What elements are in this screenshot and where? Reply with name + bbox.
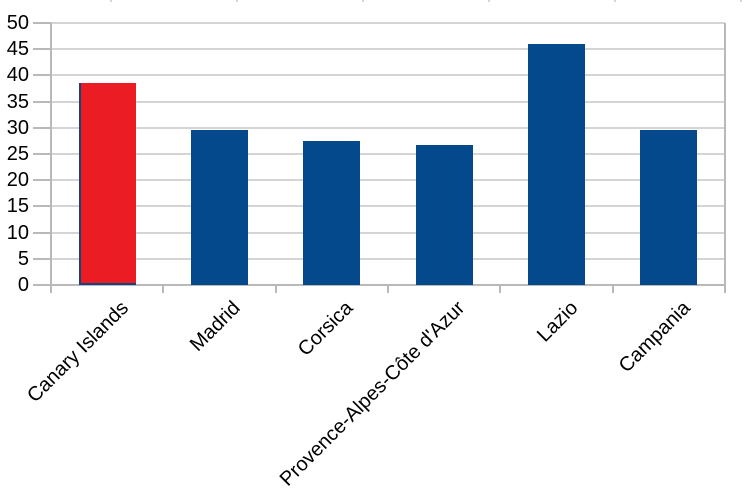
y-axis-tick-label: 30 xyxy=(6,116,29,139)
y-axis-tick xyxy=(33,257,51,260)
gridline-20 xyxy=(51,179,725,182)
gridline-50 xyxy=(51,22,725,24)
y-axis-tick-label: 35 xyxy=(6,90,29,113)
y-axis-tick xyxy=(33,22,51,24)
y-axis-tick xyxy=(33,74,51,77)
cropped-top-mark xyxy=(236,0,238,2)
bar-corsica xyxy=(303,141,361,285)
y-axis-tick xyxy=(33,231,51,234)
x-axis-category-label: Provence-Alpes-Côte d'Azur xyxy=(276,297,470,491)
y-axis-tick xyxy=(33,100,51,103)
x-axis-tick xyxy=(50,285,52,293)
gridline-25 xyxy=(51,153,725,155)
cropped-top-mark xyxy=(614,0,616,2)
bar-provence-alpes-c-te-d-azur xyxy=(415,145,473,285)
plot-right-border xyxy=(724,23,726,285)
bar-canary-islands xyxy=(78,82,136,285)
x-axis-tick xyxy=(611,285,614,293)
gridline-35 xyxy=(51,100,725,103)
y-axis-line xyxy=(50,23,52,285)
gridline-30 xyxy=(51,126,725,129)
x-axis-category-label: Madrid xyxy=(186,297,246,356)
x-axis-category-label: Campania xyxy=(614,297,695,378)
y-axis-tick-label: 0 xyxy=(17,274,29,296)
x-axis-tick xyxy=(724,285,726,293)
bar-campania xyxy=(640,130,698,285)
y-axis-tick xyxy=(33,48,51,51)
x-axis-category-label: Canary Islands xyxy=(22,297,133,407)
cropped-top-mark xyxy=(488,0,490,2)
gridline-10 xyxy=(51,231,725,234)
y-axis-tick xyxy=(33,153,51,155)
gridline-15 xyxy=(51,205,725,208)
bar-madrid xyxy=(191,130,248,285)
y-axis-tick xyxy=(33,205,51,208)
bar-lazio xyxy=(528,44,585,285)
x-axis-category-label: Corsica xyxy=(293,297,358,361)
y-axis-tick-label: 25 xyxy=(6,143,29,165)
cropped-top-mark xyxy=(110,0,112,2)
cropped-top-mark xyxy=(740,0,742,2)
x-axis-tick xyxy=(387,285,389,293)
gridline-40 xyxy=(51,74,725,77)
y-axis-tick xyxy=(33,126,51,129)
x-axis-tick xyxy=(499,285,502,293)
y-axis-tick-label: 40 xyxy=(6,64,29,87)
gridline-45 xyxy=(51,48,725,51)
y-axis-tick-label: 45 xyxy=(6,38,29,61)
x-axis-tick xyxy=(274,285,277,293)
cropped-top-mark xyxy=(362,0,364,2)
gridline-5 xyxy=(51,257,725,260)
x-axis-category-label: Lazio xyxy=(532,297,583,347)
y-axis-tick-label: 5 xyxy=(17,247,29,270)
y-axis-tick xyxy=(33,179,51,182)
y-axis-tick xyxy=(33,284,51,286)
y-axis-tick-label: 15 xyxy=(6,195,29,218)
y-axis-tick-label: 10 xyxy=(6,221,29,244)
y-axis-tick-label: 50 xyxy=(6,12,29,34)
y-axis-tick-label: 20 xyxy=(6,169,29,192)
x-axis-tick xyxy=(162,285,165,293)
